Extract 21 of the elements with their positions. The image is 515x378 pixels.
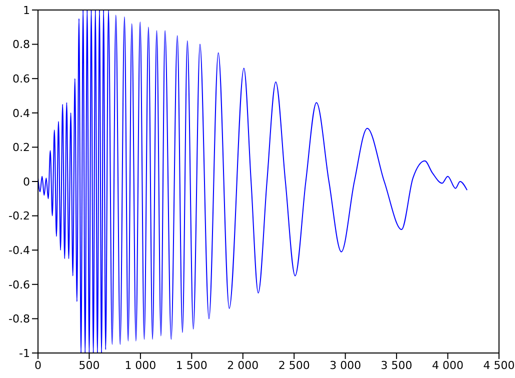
y-tick-label: 0.2	[12, 141, 30, 154]
y-tick-label: -0.8	[8, 312, 30, 326]
y-tick-label: 0	[23, 175, 30, 188]
y-tick-label: -0.6	[8, 278, 30, 292]
y-tick-label: 0.4	[12, 106, 30, 120]
x-tick-label: 2 000	[227, 358, 259, 372]
x-tick-label: 500	[78, 358, 100, 372]
y-tick-label: 0.8	[12, 38, 30, 52]
x-tick-label: 1 500	[176, 358, 208, 372]
y-tick-label: -0.2	[8, 210, 30, 223]
x-tick-label: 0	[34, 358, 42, 372]
x-tick-label: 3 500	[380, 358, 412, 372]
y-tick-label: -1	[19, 346, 30, 360]
x-tick-label: 3 000	[330, 358, 362, 372]
y-tick-label: 1	[23, 4, 30, 17]
x-tick-label: 4 500	[483, 358, 515, 372]
y-tick-label: 0.6	[12, 72, 30, 86]
y-tick-label: -0.4	[8, 244, 30, 258]
x-tick-label: 1 000	[124, 358, 156, 372]
x-tick-label: 4 000	[432, 358, 464, 372]
x-tick-label: 2 500	[278, 358, 310, 372]
